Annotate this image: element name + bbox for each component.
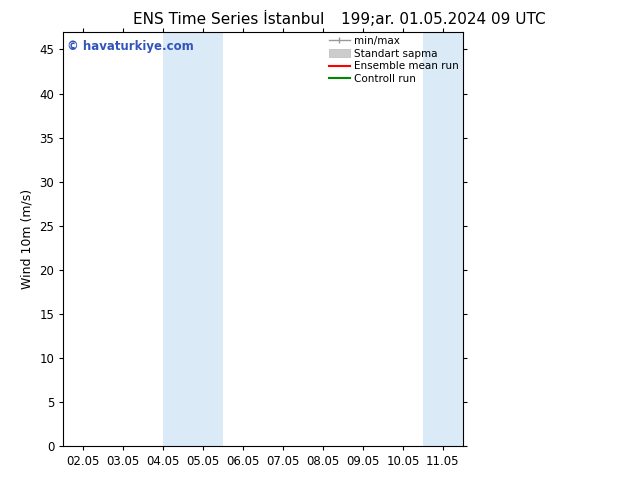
Text: © havaturkiye.com: © havaturkiye.com xyxy=(67,40,194,53)
Bar xyxy=(183,32,223,446)
Bar xyxy=(164,32,183,446)
Y-axis label: Wind 10m (m/s): Wind 10m (m/s) xyxy=(21,189,34,289)
Text: ENS Time Series İstanbul: ENS Time Series İstanbul xyxy=(133,12,324,27)
Legend: min/max, Standart sapma, Ensemble mean run, Controll run: min/max, Standart sapma, Ensemble mean r… xyxy=(327,34,461,86)
Text: 199;ar. 01.05.2024 09 UTC: 199;ar. 01.05.2024 09 UTC xyxy=(342,12,546,27)
Bar xyxy=(443,32,473,446)
Bar xyxy=(423,32,443,446)
